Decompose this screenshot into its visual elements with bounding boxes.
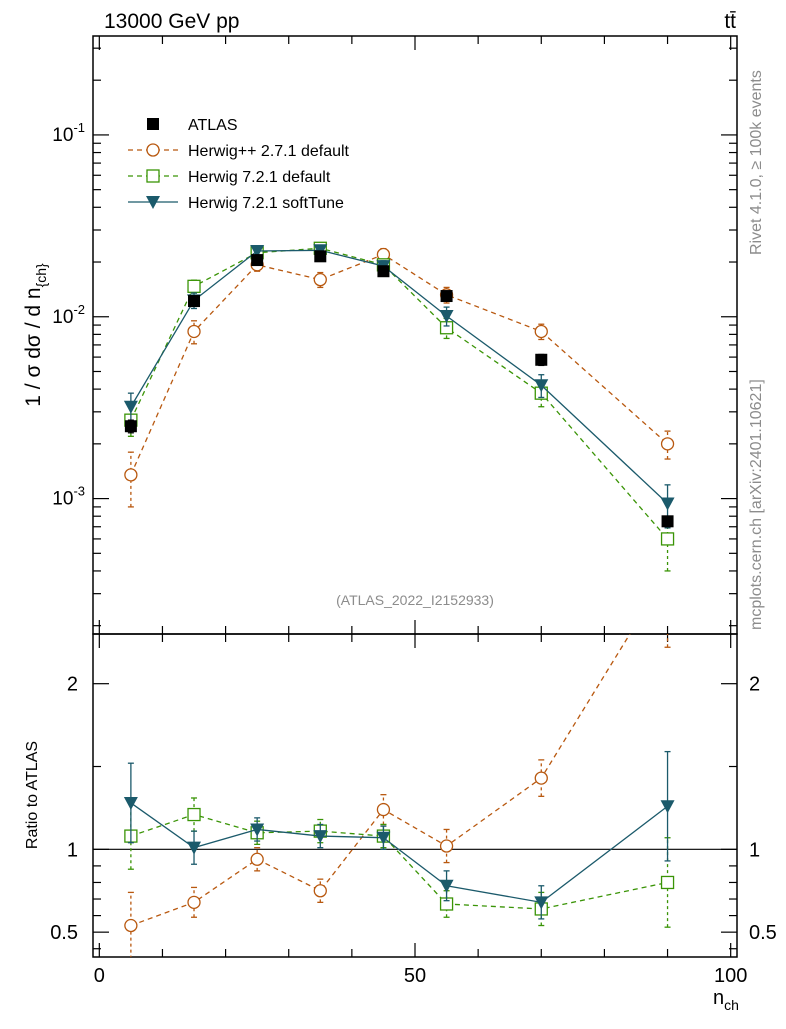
series-line	[130, 247, 669, 540]
data-point	[187, 324, 201, 339]
legend-label: Herwig++ 2.7.1 default	[188, 143, 350, 160]
ratio-y-tick-label-right: 2	[749, 674, 760, 696]
data-point	[535, 353, 548, 366]
data-point	[250, 823, 265, 837]
data-point	[439, 879, 454, 893]
y-tick-label: 10-2	[52, 302, 85, 328]
series-herwig-2-7-1-default	[124, 479, 737, 957]
x-tick-label: 50	[404, 965, 426, 987]
data-point	[376, 831, 391, 845]
data-point	[313, 830, 328, 844]
data-point	[146, 196, 160, 209]
data-point	[124, 918, 138, 933]
data-point	[250, 244, 265, 258]
series-line	[130, 253, 668, 476]
data-point	[187, 895, 201, 909]
series-herwig-7-2-1-default	[124, 241, 675, 572]
legend-entry: Herwig 7.2.1 default	[128, 169, 331, 186]
data-point	[376, 802, 391, 817]
ratio-y-tick-label-left: 1	[67, 839, 78, 861]
data-point	[534, 896, 549, 910]
ratio-y-tick-label-left: 2	[67, 674, 78, 696]
y-tick-label: 10-3	[52, 484, 85, 510]
ratio-panel-series	[123, 479, 737, 957]
data-point	[313, 272, 327, 287]
legend: ATLAS Herwig++ 2.7.1 default Herwig 7.2.1 …	[128, 117, 350, 212]
data-point	[188, 295, 201, 308]
ratio-y-tick-label-left: 0.5	[50, 922, 78, 944]
axes: 0 50 100 10-3 10-2 10-1 0.5 0.5 1 1 2 2	[50, 35, 777, 987]
y-tick-label: 10-1	[52, 120, 85, 146]
x-tick-label: 0	[94, 965, 105, 987]
x-axis-label: nch	[713, 987, 739, 1013]
ratio-y-tick-label-right: 0.5	[749, 922, 777, 944]
legend-entry: Herwig++ 2.7.1 default	[128, 143, 350, 160]
series-herwig-2-7-1-default	[124, 247, 675, 508]
data-point	[660, 875, 675, 890]
series-line	[130, 802, 668, 904]
legend-label: ATLAS	[188, 117, 238, 134]
data-point	[660, 497, 675, 511]
data-point	[725, 479, 737, 491]
legend-entry: Herwig 7.2.1 softTune	[128, 195, 344, 212]
data-point	[187, 279, 201, 293]
data-point	[534, 771, 548, 785]
data-point	[440, 290, 453, 303]
main-panel-series	[123, 241, 675, 572]
data-point	[123, 400, 138, 414]
data-point	[313, 884, 327, 898]
data-point	[146, 169, 160, 183]
ratio-panel-frame	[92, 633, 738, 958]
data-point	[250, 852, 264, 866]
x-tick-label: 100	[714, 965, 747, 987]
ratio-y-axis-label: Ratio to ATLAS	[24, 741, 41, 849]
data-point	[251, 254, 264, 267]
data-point	[661, 515, 674, 528]
series-herwig-7-2-1-softtune	[123, 244, 675, 529]
series-herwig-7-2-1-softtune	[123, 750, 675, 920]
data-point	[439, 309, 454, 323]
series-line	[130, 249, 668, 504]
data-point	[534, 324, 548, 339]
series-herwig-7-2-1-default	[124, 797, 675, 928]
data-point	[187, 807, 201, 822]
data-point	[534, 379, 549, 393]
process-label: tt̄	[724, 10, 736, 33]
data-point	[123, 796, 138, 810]
rivet-version-label: Rivet 4.1.0, ≥ 100k events	[748, 70, 765, 255]
legend-label: Herwig 7.2.1 softTune	[188, 195, 344, 212]
series-line	[130, 813, 668, 910]
legend-label: Herwig 7.2.1 default	[188, 169, 331, 186]
data-point	[187, 841, 202, 855]
data-point	[124, 468, 138, 482]
data-point	[124, 420, 137, 433]
series-line	[130, 634, 631, 927]
data-point	[377, 265, 390, 278]
data-point	[660, 437, 675, 451]
data-point	[439, 839, 454, 853]
ratio-y-tick-label-right: 1	[749, 839, 760, 861]
legend-entry: ATLAS	[147, 117, 238, 134]
data-point	[314, 250, 327, 263]
mcplots-label: mcplots.cern.ch [arXiv:2401.10621]	[748, 379, 765, 630]
main-y-axis-label: 1 / σ dσ / d n{ch}	[22, 263, 49, 407]
data-point	[660, 800, 675, 814]
energy-label: 13000 GeV pp	[104, 10, 239, 33]
data-point	[660, 532, 675, 546]
data-point	[146, 143, 160, 157]
data-point	[147, 118, 159, 130]
series-atlas	[124, 250, 674, 528]
analysis-id-watermark: (ATLAS_2022_I2152933)	[336, 592, 494, 608]
